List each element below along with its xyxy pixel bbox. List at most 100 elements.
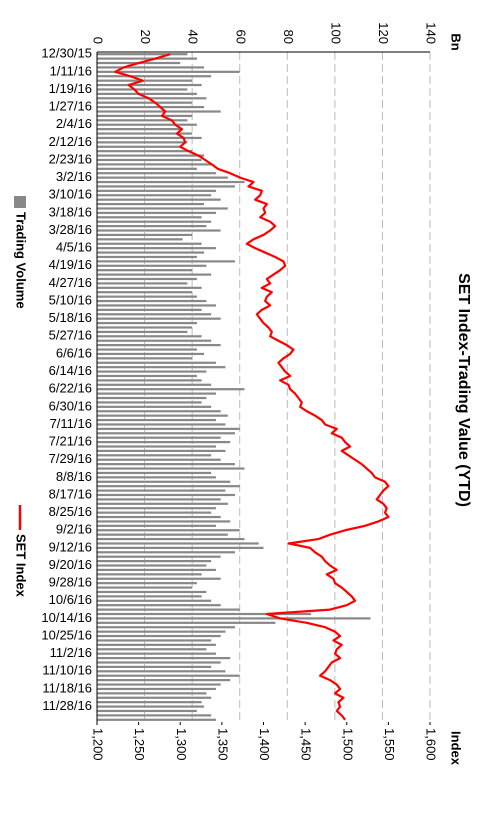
- bar: [96, 273, 212, 276]
- bar: [96, 418, 216, 422]
- bar: [96, 696, 212, 699]
- bar: [97, 180, 245, 184]
- x-tick-label: 10/14/16: [41, 610, 92, 625]
- x-tick-label: 6/22/16: [49, 381, 92, 396]
- x-tick-label: 11/18/16: [42, 680, 92, 695]
- legend-label: SET Index: [14, 534, 29, 598]
- x-tick-label: 1/19/16: [49, 81, 92, 96]
- bar: [96, 445, 216, 448]
- x-tick-label: 3/28/16: [49, 222, 92, 237]
- y-tick-label: 40: [186, 30, 201, 44]
- x-tick-label: 7/21/16: [49, 434, 92, 449]
- bar: [96, 374, 197, 378]
- x-tick-label: 3/10/16: [49, 187, 92, 202]
- bar: [96, 92, 197, 95]
- bar: [96, 225, 207, 228]
- x-tick-label: 11/2/16: [50, 645, 92, 660]
- bar: [96, 83, 202, 87]
- y2-tick-label: 1,400: [257, 728, 272, 761]
- bar: [96, 313, 212, 316]
- x-tick-label: 11/28/16: [42, 698, 92, 713]
- bar: [96, 564, 207, 567]
- bar: [96, 163, 212, 166]
- x-tick-label: 12/30/15: [41, 46, 92, 61]
- bar: [97, 238, 183, 241]
- bar: [96, 229, 221, 232]
- bar: [97, 542, 259, 545]
- bar: [97, 449, 226, 453]
- bar: [96, 507, 216, 510]
- bar: [96, 524, 216, 527]
- bar: [97, 485, 240, 488]
- y-tick-label: 100: [328, 22, 343, 44]
- x-tick-label: 9/12/16: [49, 539, 92, 554]
- bar: [96, 286, 202, 289]
- x-tick-label: 7/11/16: [50, 416, 92, 431]
- x-tick-label: 9/2/16: [56, 522, 92, 537]
- bar: [96, 154, 205, 157]
- x-tick-label: 8/8/16: [56, 469, 92, 484]
- bar: [96, 555, 221, 558]
- bar: [96, 79, 193, 82]
- bar: [97, 546, 264, 549]
- bar: [96, 339, 212, 342]
- bar: [96, 582, 197, 585]
- y2-tick-label: 1,200: [91, 728, 106, 761]
- bar: [96, 57, 197, 60]
- bar: [96, 687, 216, 691]
- bar: [96, 361, 216, 364]
- bar: [96, 321, 197, 325]
- y2-tick-label: 1,300: [174, 728, 189, 761]
- x-tick-label: 1/27/16: [49, 99, 92, 114]
- bar: [97, 53, 188, 56]
- bar: [96, 269, 193, 272]
- x-tick-label: 11/10/16: [42, 663, 92, 678]
- bar: [96, 590, 207, 594]
- bar: [96, 299, 207, 303]
- bar: [96, 471, 212, 475]
- bar: [96, 132, 193, 135]
- bar: [96, 189, 216, 192]
- bar: [96, 66, 205, 69]
- bar: [97, 630, 226, 633]
- x-tick-label: 6/6/16: [56, 345, 92, 360]
- bar: [96, 326, 193, 329]
- bar: [97, 330, 188, 334]
- bar: [96, 604, 221, 607]
- bar: [96, 251, 205, 254]
- bar: [96, 198, 221, 201]
- x-tick-label: 2/23/16: [49, 151, 92, 166]
- bar: [96, 498, 221, 501]
- bar: [97, 141, 188, 144]
- bar: [96, 705, 205, 708]
- bar: [97, 533, 228, 536]
- bar: [97, 176, 228, 179]
- x-tick-label: 2/4/16: [56, 116, 92, 131]
- bar: [97, 366, 226, 369]
- bar: [96, 379, 202, 382]
- x-tick-label: 6/14/16: [49, 363, 92, 378]
- bar: [97, 608, 240, 611]
- bar: [96, 335, 202, 338]
- bar: [96, 639, 212, 642]
- bar: [97, 674, 240, 677]
- bar: [96, 634, 221, 638]
- bar: [96, 560, 212, 563]
- x-tick-label: 9/28/16: [49, 575, 92, 590]
- index-line: [114, 53, 390, 721]
- bar: [96, 511, 212, 514]
- x-tick-label: 4/19/16: [49, 257, 92, 272]
- bar: [96, 114, 193, 118]
- bar: [97, 70, 240, 73]
- bar: [97, 679, 231, 682]
- bar: [97, 480, 231, 483]
- bar: [96, 150, 193, 153]
- bar: [97, 463, 235, 466]
- bar: [96, 172, 216, 175]
- bar: [97, 670, 226, 673]
- x-tick-label: 5/27/16: [49, 328, 92, 343]
- bar: [96, 101, 193, 104]
- bar: [96, 136, 202, 140]
